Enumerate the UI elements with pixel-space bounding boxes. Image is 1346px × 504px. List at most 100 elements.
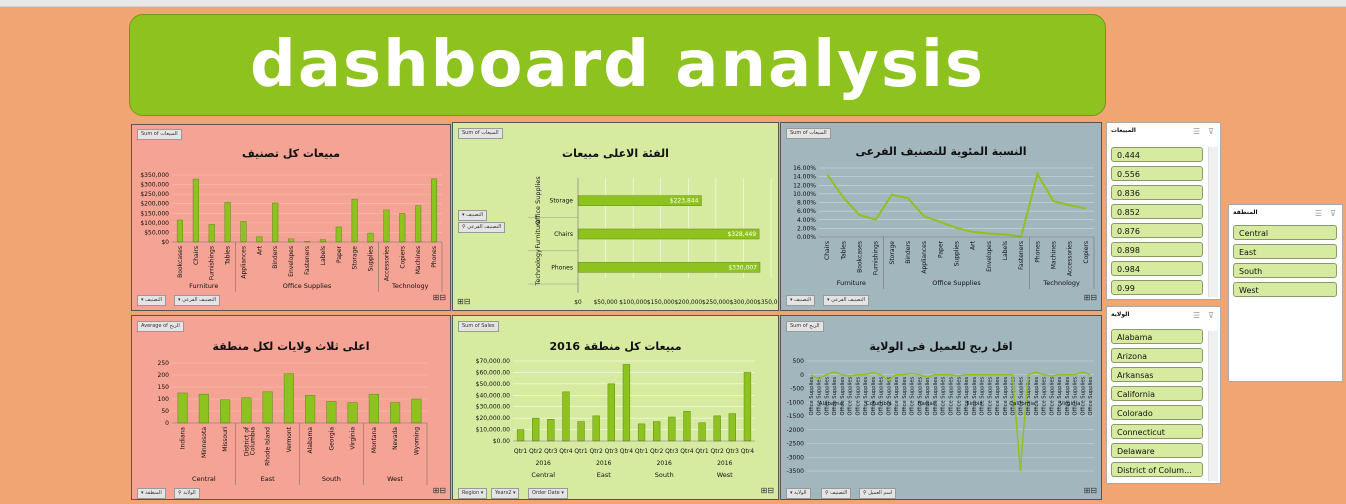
x-tick-label: Fasteners	[1018, 241, 1025, 270]
x-tick-label: Qtr3	[605, 448, 619, 455]
filter-category-button[interactable]: ▾ التصنيف	[458, 210, 488, 221]
slicer-item[interactable]: West	[1233, 282, 1337, 297]
y-tick-label: 500	[793, 358, 805, 365]
y-tick-label: -1000	[787, 399, 805, 406]
slicer-item[interactable]: South	[1233, 263, 1337, 278]
slicer-item[interactable]: 0.984	[1111, 261, 1203, 276]
multi-select-icon[interactable]: ☰	[1192, 311, 1200, 320]
expand-collapse-icon[interactable]: ⊞⊟	[760, 486, 774, 495]
x-tick-label: Office Supplies	[1042, 376, 1048, 415]
group-label: Central	[192, 475, 216, 483]
filter-state-button[interactable]: ⚲ الولاية	[174, 488, 200, 499]
filter-region-button[interactable]: ▾ المنطقة	[137, 488, 166, 499]
group-label: Office Supplies	[932, 279, 981, 287]
x-tick-label: Machines	[1051, 241, 1058, 269]
state-label: California	[1009, 401, 1035, 407]
filter-order-date-button[interactable]: Order Date ▾	[528, 488, 568, 499]
y-tick-label: Storage	[550, 198, 574, 205]
filter-state-button[interactable]: ▾ الولاية	[786, 488, 811, 499]
y-tick-label: 6.00%	[797, 208, 816, 215]
slicer-item[interactable]: Arkansas	[1111, 367, 1203, 382]
scrollbar[interactable]	[1208, 331, 1218, 481]
slicer-item[interactable]: Delaware	[1111, 443, 1203, 458]
slicer-item[interactable]: District of Colum...	[1111, 462, 1203, 477]
clear-filter-icon[interactable]: ⊽	[1330, 209, 1336, 218]
y-tick-label: -2500	[787, 441, 805, 448]
expand-collapse-icon[interactable]: ⊞⊟	[432, 293, 446, 302]
dashboard-title: dashboard analysis	[250, 28, 985, 102]
scrollbar[interactable]	[1208, 147, 1218, 297]
x-tick-label: Supplies	[368, 246, 375, 271]
expand-collapse-icon[interactable]: ⊞⊟	[457, 297, 471, 306]
x-tick-label: Qtr1	[635, 448, 649, 455]
x-tick-label: Qtr4	[620, 448, 634, 455]
bar	[653, 421, 661, 442]
field-button[interactable]: Sum of الربح	[786, 321, 824, 332]
filter-customer-button[interactable]: ⚲ اسم العميل	[859, 488, 897, 499]
bar	[241, 397, 252, 424]
field-button[interactable]: Average of الربح	[137, 321, 184, 332]
bar	[516, 429, 525, 442]
filter-subcategory-button[interactable]: ▾ التصنيف الفرعي	[823, 295, 870, 306]
multi-select-icon[interactable]: ☰	[1192, 127, 1200, 136]
bar	[208, 224, 215, 243]
field-button[interactable]: Sum of المبيعات	[458, 128, 503, 139]
slicer-item[interactable]: 0.556	[1111, 166, 1203, 181]
field-button[interactable]: Sum of Sales	[458, 321, 499, 332]
slicer-item[interactable]: 0.99	[1111, 280, 1203, 295]
chart-sales-per-category: $0 $50,000 $100,000 $150,000 $200,000 $250,00…	[140, 172, 443, 292]
filter-years-button[interactable]: Years2 ▾	[491, 488, 520, 499]
bar	[262, 391, 273, 424]
slicer-item[interactable]: Alabama	[1111, 329, 1203, 344]
group-label: South	[655, 471, 674, 479]
x-tick-label: Wyoming	[413, 427, 420, 455]
slicer-item[interactable]: 0.444	[1111, 147, 1203, 162]
slicer-item[interactable]: East	[1233, 244, 1337, 259]
slicer-item[interactable]: 0.852	[1111, 204, 1203, 219]
y-tick-label: 8.00%	[797, 200, 816, 207]
filter-region-button[interactable]: Region ▾	[458, 488, 488, 499]
group-label: Furniture	[837, 279, 866, 287]
x-tick-label: Qtr4	[741, 448, 755, 455]
slicer-item[interactable]: Colorado	[1111, 405, 1203, 420]
slicer-item[interactable]: 0.898	[1111, 242, 1203, 257]
field-button[interactable]: Sum of المبيعات	[786, 128, 831, 139]
chart-title: مبيعات كل منطقة 2016	[549, 340, 682, 353]
slicer-item[interactable]: 0.836	[1111, 185, 1203, 200]
bar	[347, 402, 358, 424]
clear-filter-icon[interactable]: ⊽	[1208, 311, 1214, 320]
filter-label: التصنيف	[794, 297, 812, 303]
filter-category-button[interactable]: ▾ التصنيف	[786, 295, 816, 306]
bar	[288, 238, 295, 243]
chart-title: النسبة المئوية للتصنيف الفرعى	[855, 145, 1027, 158]
x-tick-label: Office Supplies	[1080, 376, 1086, 415]
group-label: Furniture	[534, 219, 542, 248]
filter-subcategory-button[interactable]: ⚲ التصنيف الفرعي	[458, 222, 506, 233]
field-button[interactable]: Sum of المبيعات	[137, 129, 182, 140]
slicer-item[interactable]: Central	[1233, 225, 1337, 240]
bar	[367, 232, 374, 243]
slicer-item[interactable]: Arizona	[1111, 348, 1203, 363]
expand-collapse-icon[interactable]: ⊞⊟	[1083, 486, 1097, 495]
filter-subcategory-button[interactable]: ▾ التصنيف الفرعي	[174, 295, 221, 306]
slicer-item[interactable]: 0.876	[1111, 223, 1203, 238]
slicer-item[interactable]: California	[1111, 386, 1203, 401]
x-tick-label: Office Supplies	[925, 376, 931, 415]
expand-collapse-icon[interactable]: ⊞⊟	[1083, 293, 1097, 302]
chart-top-subcategory: $0 $50,000 $100,000 $150,000 $200,000 $250,00…	[528, 176, 778, 306]
clear-filter-icon[interactable]: ⊽	[1208, 127, 1214, 136]
slicer-item[interactable]: Connecticut	[1111, 424, 1203, 439]
filter-category-button[interactable]: ▾ التصنيف	[137, 295, 167, 306]
group-label: East	[261, 475, 275, 483]
year-label: 2016	[596, 460, 611, 467]
x-tick-label: Art	[256, 245, 263, 255]
filter-label: التصنيف الفرعي	[182, 297, 217, 303]
x-tick-label: $100,000	[619, 300, 647, 306]
x-tick-label: Accessories	[1067, 241, 1074, 276]
bar	[383, 209, 390, 243]
multi-select-icon[interactable]: ☰	[1314, 209, 1322, 218]
x-tick-label: Qtr1	[695, 448, 709, 455]
filter-category-button[interactable]: ⚲ التصنيف	[821, 488, 852, 499]
y-tick-label: -500	[790, 386, 804, 393]
expand-collapse-icon[interactable]: ⊞⊟	[432, 486, 446, 495]
